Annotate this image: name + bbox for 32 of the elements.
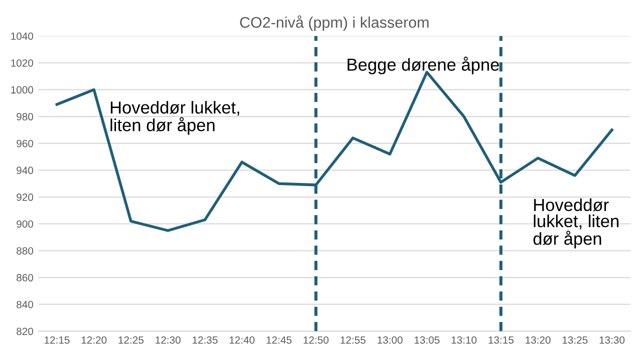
y-tick-label: 960 bbox=[16, 140, 34, 148]
x-tick-label: 12:15 bbox=[44, 336, 70, 344]
annotation: Begge dørene åpne bbox=[348, 56, 499, 74]
x-tick-label: 12:20 bbox=[82, 336, 107, 344]
y-tick-label: 920 bbox=[16, 194, 34, 201]
chart-title: CO2-nivå (ppm) i klasserom bbox=[240, 15, 428, 31]
y-tick-label: 900 bbox=[16, 220, 34, 228]
x-tick-label: 12:25 bbox=[118, 336, 144, 344]
x-tick-label: 13:20 bbox=[526, 336, 551, 344]
y-tick-label: 880 bbox=[16, 247, 34, 255]
x-tick-label: 13:30 bbox=[600, 336, 625, 344]
x-tick-label: 12:50 bbox=[304, 336, 329, 344]
x-tick-label: 12:45 bbox=[266, 336, 292, 344]
x-tick-label: 13:10 bbox=[452, 336, 477, 344]
x-tick-label: 13:25 bbox=[562, 336, 588, 344]
annotation: Hoveddør lukket, liten dør åpen bbox=[533, 198, 618, 248]
y-tick-label: 940 bbox=[16, 166, 34, 174]
x-tick-label: 12:35 bbox=[192, 336, 218, 344]
x-tick-label: 13:05 bbox=[414, 336, 440, 344]
annotation: Hoveddør lukket, liten dør åpen bbox=[110, 100, 240, 135]
x-tick-label: 12:55 bbox=[340, 336, 366, 344]
y-tick-label: 1040 bbox=[11, 32, 34, 40]
y-tick-label: 980 bbox=[16, 113, 34, 120]
x-tick-label: 13:00 bbox=[378, 336, 403, 344]
x-tick-label: 12:40 bbox=[230, 336, 255, 344]
y-tick-label: 840 bbox=[16, 300, 34, 308]
y-tick-label: 1020 bbox=[11, 59, 34, 67]
y-tick-label: 1000 bbox=[11, 86, 34, 94]
y-tick-label: 860 bbox=[16, 274, 34, 282]
y-tick-label: 820 bbox=[16, 328, 34, 336]
x-tick-label: 12:30 bbox=[156, 336, 181, 344]
x-tick-label: 13:15 bbox=[488, 336, 514, 344]
